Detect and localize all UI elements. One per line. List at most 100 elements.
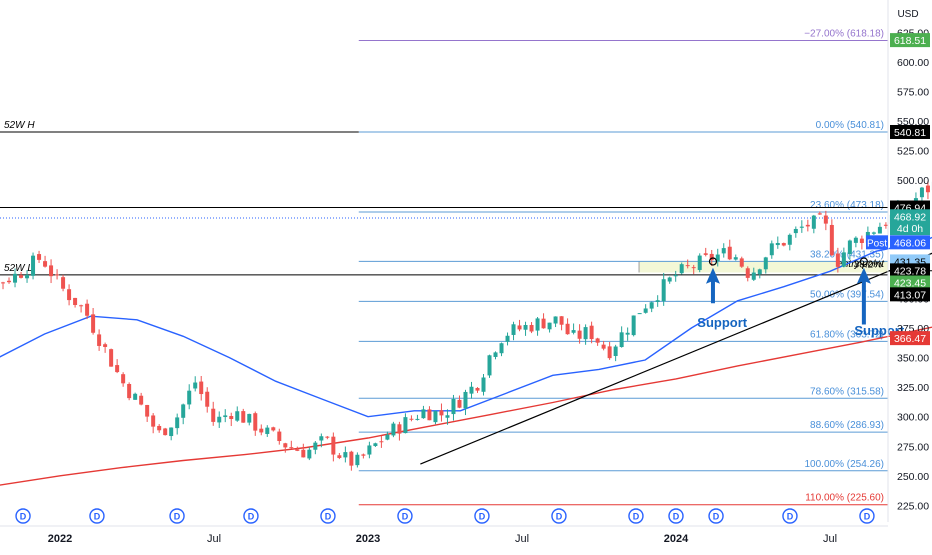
candle-body — [187, 391, 191, 405]
candle-body — [433, 411, 437, 422]
candle-body — [235, 411, 239, 420]
candle-body — [439, 410, 443, 415]
candle-body — [740, 258, 744, 266]
candle-body — [319, 436, 323, 440]
candle-body — [223, 415, 227, 417]
candle-body — [139, 396, 143, 405]
candle-body — [85, 304, 89, 316]
candle-body — [674, 275, 678, 276]
candle-body — [145, 405, 149, 417]
candle-body — [379, 441, 383, 442]
candle-body — [638, 313, 642, 314]
candle-body — [848, 241, 852, 254]
candle-body — [25, 275, 29, 278]
candle-body — [331, 437, 335, 455]
candle-body — [355, 455, 359, 465]
fib-level-label: 88.60% (286.93) — [810, 420, 884, 431]
dividend-marker-label: D — [713, 512, 720, 522]
candle-body — [175, 417, 179, 428]
y-tick-label: 575.00 — [897, 87, 929, 99]
candle-body — [325, 437, 329, 438]
dividend-marker-label: D — [556, 512, 563, 522]
candle-body — [337, 455, 341, 458]
candle-body — [860, 239, 864, 243]
dividend-marker-label: D — [94, 512, 101, 522]
dividend-marker-label: D — [633, 512, 640, 522]
candle-body — [764, 257, 768, 269]
candle-body — [31, 256, 35, 276]
candle-body — [1, 282, 5, 283]
candle-body — [61, 277, 65, 289]
y-tick-label: 250.00 — [897, 471, 929, 483]
candle-body — [620, 332, 624, 347]
candle-body — [403, 417, 407, 433]
candle-body — [421, 409, 425, 418]
dividend-marker-label: D — [673, 512, 680, 522]
price-tag-label: 468.06 — [894, 237, 926, 249]
candle-body — [241, 411, 245, 423]
y-tick-label: 300.00 — [897, 412, 929, 424]
candle-body — [812, 216, 816, 229]
candle-body — [157, 426, 161, 430]
candle-body — [169, 428, 173, 436]
dividend-marker-label: D — [325, 512, 332, 522]
candle-body — [836, 254, 840, 267]
candle-body — [500, 343, 504, 353]
high-52w-label: 52W H — [4, 120, 35, 131]
dividend-marker-label: D — [402, 512, 409, 522]
candle-body — [614, 347, 618, 356]
candle-body — [463, 392, 467, 408]
candle-body — [662, 279, 666, 301]
candle-body — [373, 443, 377, 446]
ma-short-line — [0, 210, 932, 417]
candle-body — [163, 428, 167, 435]
candle-body — [746, 268, 750, 278]
candle-body — [247, 414, 251, 423]
candle-body — [776, 243, 780, 245]
candle-body — [728, 247, 732, 260]
dividend-marker-label: D — [787, 512, 794, 522]
candle-body — [506, 336, 510, 342]
dividend-marker-label: D — [479, 512, 486, 522]
candle-body — [788, 235, 792, 245]
price-tag-label: 618.51 — [894, 35, 926, 47]
dividend-marker-label: D — [248, 512, 255, 522]
candle-body — [830, 225, 834, 255]
candle-body — [283, 443, 287, 447]
candle-body — [367, 445, 371, 454]
candle-body — [884, 225, 888, 226]
candle-body — [7, 281, 11, 282]
candle-body — [391, 424, 395, 436]
candle-body — [878, 227, 882, 234]
candle-body — [530, 325, 534, 331]
price-tag-label: 366.47 — [894, 333, 926, 345]
candle-body — [734, 257, 738, 259]
dividend-marker-label: D — [174, 512, 181, 522]
candle-body — [512, 324, 516, 335]
candle-body — [133, 394, 137, 400]
candle-body — [217, 417, 221, 423]
dividend-marker-label: D — [864, 512, 871, 522]
candle-body — [343, 452, 347, 457]
candle-body — [824, 216, 828, 224]
x-tick-label: 2024 — [664, 533, 689, 545]
candle-body — [518, 325, 522, 329]
candle-body — [475, 388, 479, 391]
candle-body — [199, 382, 203, 394]
price-tag-prefix: Post — [867, 238, 887, 249]
candles — [0, 135, 932, 471]
candle-body — [301, 450, 305, 458]
fib-level-label: 0.00% (540.81) — [816, 120, 884, 131]
candle-body — [91, 314, 95, 332]
candle-body — [524, 325, 528, 330]
candle-body — [680, 264, 684, 273]
candle-body — [457, 400, 461, 408]
candle-body — [37, 254, 41, 260]
candle-body — [289, 447, 293, 448]
support-label: Support — [697, 315, 747, 330]
x-tick-label: 2022 — [48, 533, 72, 545]
candle-body — [644, 308, 648, 312]
candle-body — [277, 432, 281, 441]
